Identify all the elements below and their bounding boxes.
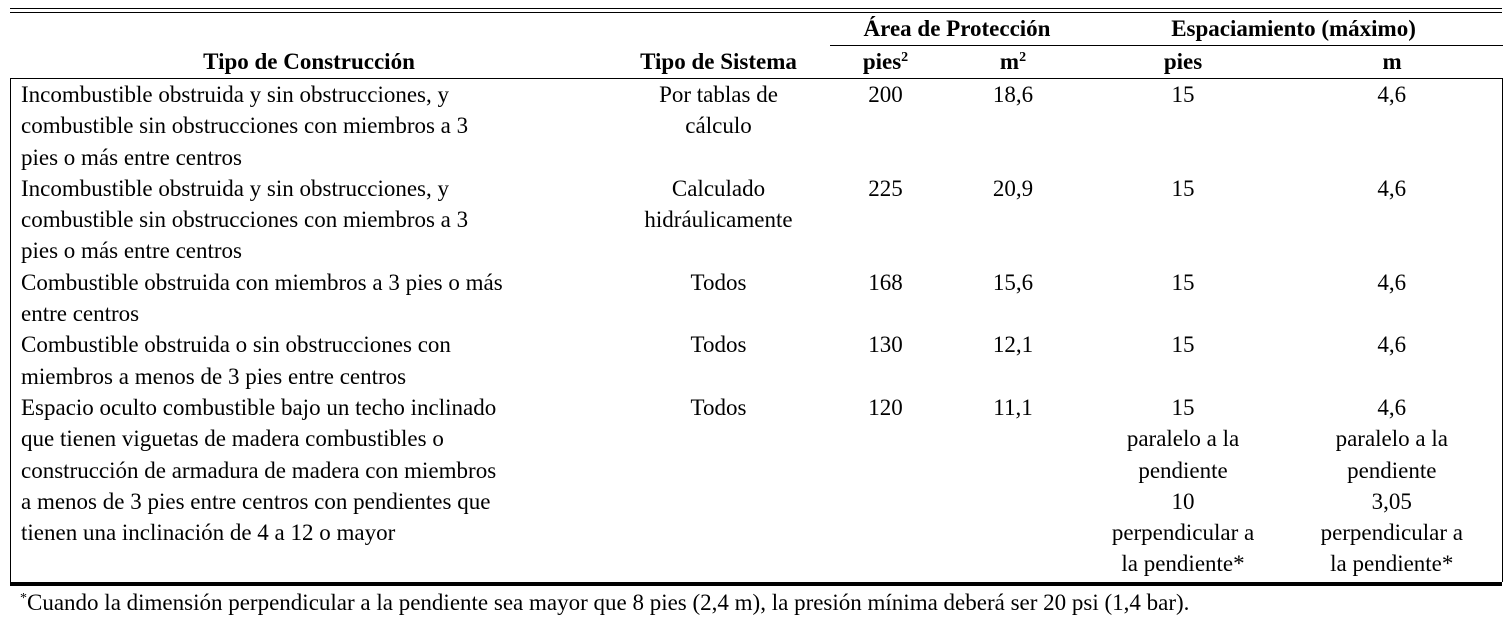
cell-line: construcción de armadura de madera con m…	[21, 457, 497, 483]
bottom-thick-rule	[10, 581, 1502, 586]
table-row: Incombustible obstruida y sin obstruccio…	[10, 172, 1504, 267]
cell-line: Espacio oculto combustible bajo un techo…	[21, 394, 497, 420]
cell-line: 10	[1171, 488, 1195, 514]
cell-line: 3,05	[1371, 488, 1412, 514]
area-ft2-cell: 225	[868, 175, 903, 201]
cell-line: Incombustible obstruida y sin obstruccio…	[21, 82, 449, 107]
spacing-m-cell: 4,6 paralelo a la pendiente 3,05 perpendicul…	[1281, 391, 1504, 582]
system-type-cell: Todos	[608, 267, 830, 330]
cell-line: a menos de 3 pies entre centros con pend…	[21, 488, 491, 514]
header-system-type: Tipo de Sistema	[607, 13, 830, 79]
construction-cell: Espacio oculto combustible bajo un techo…	[10, 391, 608, 582]
header-area-m2: m2	[941, 45, 1085, 79]
cell-line: paralelo a la	[1335, 426, 1448, 452]
cell-line: 4,6	[1377, 82, 1407, 107]
cell-line: 4,6	[1377, 332, 1407, 358]
cell-line: entre centros	[21, 301, 140, 327]
superscript: 2	[1019, 50, 1027, 65]
cell-line: pies o más entre centros	[21, 144, 242, 170]
area-ft2-cell: 130	[868, 332, 903, 358]
cell-line: 4,6	[1377, 394, 1407, 420]
header-protection-area: Área de Protección	[829, 13, 1085, 46]
spacing-m-cell: 4,6	[1281, 329, 1504, 392]
cell-line: 15	[1171, 82, 1195, 107]
table-body: Incombustible obstruida y sin obstruccio…	[10, 78, 1504, 582]
cell-line: Calculado	[671, 175, 766, 201]
cell-line: Todos	[690, 332, 747, 358]
cell-line: 15	[1171, 269, 1195, 295]
cell-line: 4,6	[1377, 269, 1407, 295]
sprinkler-spacing-table: Tipo de Construcción Tipo de Sistema Áre…	[10, 13, 1504, 582]
spacing-m-cell: 4,6	[1281, 172, 1504, 267]
area-ft2-cell: 168	[868, 269, 903, 295]
spacing-ft-cell: 15	[1085, 173, 1282, 267]
cell-line: Combustible obstruida con miembros a 3 p…	[21, 269, 503, 295]
cell-line: la pendiente*	[1330, 551, 1454, 577]
cell-line: combustible sin obstrucciones con miembr…	[21, 207, 469, 233]
cell-line: 15	[1171, 332, 1195, 358]
system-type-cell: Todos	[608, 329, 830, 392]
cell-line: miembros a menos de 3 pies entre centros	[21, 363, 407, 389]
cell-line: la pendiente*	[1121, 551, 1245, 577]
header-spacing-ft: pies	[1084, 45, 1282, 79]
construction-cell: Combustible obstruida con miembros a 3 p…	[10, 266, 608, 330]
cell-line: paralelo a la	[1126, 426, 1240, 452]
cell-line: pendiente	[1138, 457, 1228, 483]
cell-line: hidráulicamente	[644, 207, 793, 233]
construction-cell: Incombustible obstruida y sin obstruccio…	[10, 78, 608, 173]
spacing-ft-cell: 15	[1085, 329, 1282, 392]
cell-line: Combustible obstruida o sin obstruccione…	[21, 332, 451, 358]
cell-line: combustible sin obstrucciones con miembr…	[21, 113, 469, 139]
system-type-cell: Todos	[608, 392, 830, 582]
header-spacing-m: m	[1281, 45, 1503, 79]
superscript: 2	[901, 50, 909, 65]
cell-line: Todos	[690, 394, 747, 420]
spacing-ft-cell: 15 paralelo a la pendiente 10 perpendicular …	[1085, 392, 1282, 582]
table-row: Incombustible obstruida y sin obstruccio…	[10, 78, 1504, 173]
spacing-m-cell: 4,6	[1281, 78, 1504, 173]
cell-line: Por tablas de	[659, 82, 778, 107]
cell-line: 15	[1171, 175, 1195, 201]
cell-line: cálculo	[685, 113, 752, 139]
area-ft2-cell: 200	[868, 82, 903, 107]
cell-line: Todos	[690, 269, 747, 295]
footnote-text: Cuando la dimensión perpendicular a la p…	[27, 589, 1190, 615]
header-spacing-max: Espaciamiento (máximo)	[1084, 13, 1503, 46]
table-row: Combustible obstruida o sin obstruccione…	[10, 329, 1504, 392]
area-m2-cell: 15,6	[992, 269, 1034, 295]
spacing-ft-cell: 15	[1085, 267, 1282, 330]
footnote: *Cuando la dimensión perpendicular a la …	[10, 588, 1502, 618]
construction-cell: Combustible obstruida o sin obstruccione…	[10, 329, 608, 392]
cell-line: que tienen viguetas de madera combustibl…	[21, 426, 444, 452]
footnote-mark: *	[20, 590, 27, 606]
area-m2-cell: 18,6	[992, 82, 1034, 107]
area-m2-cell: 12,1	[992, 332, 1034, 358]
spacing-m-cell: 4,6	[1281, 266, 1504, 330]
system-type-cell: Por tablas de cálculo	[608, 79, 830, 173]
area-m2-cell: 11,1	[993, 394, 1033, 420]
area-ft2-cell: 120	[868, 394, 903, 420]
unit-header-row: pies2 m2 pies m	[11, 45, 1503, 79]
cell-line: Incombustible obstruida y sin obstruccio…	[21, 175, 449, 201]
sprinkler-spacing-table-section: Tipo de Construcción Tipo de Sistema Áre…	[10, 8, 1504, 618]
header-construction-type: Tipo de Construcción	[10, 13, 608, 79]
spacing-ft-cell: 15	[1085, 79, 1282, 173]
area-m2-cell: 20,9	[992, 175, 1034, 201]
table-row: Combustible obstruida con miembros a 3 p…	[10, 266, 1504, 330]
unit-label: pies	[862, 49, 902, 74]
cell-line: pies o más entre centros	[21, 238, 242, 264]
construction-cell: Incombustible obstruida y sin obstruccio…	[10, 172, 608, 267]
header-area-ft2: pies2	[829, 45, 942, 79]
top-double-rule	[10, 8, 1502, 13]
cell-line: 4,6	[1377, 175, 1407, 201]
cell-line: pendiente	[1347, 457, 1437, 483]
cell-line: perpendicular a	[1111, 520, 1255, 546]
system-type-cell: Calculado hidráulicamente	[608, 173, 830, 267]
cell-line: 15	[1171, 394, 1195, 420]
table-row: Espacio oculto combustible bajo un techo…	[10, 391, 1504, 582]
cell-line: tienen una inclinación de 4 a 12 o mayor	[21, 520, 396, 546]
unit-label: m	[999, 49, 1020, 74]
cell-line: perpendicular a	[1320, 520, 1463, 546]
group-header-row: Tipo de Construcción Tipo de Sistema Áre…	[10, 13, 1503, 79]
